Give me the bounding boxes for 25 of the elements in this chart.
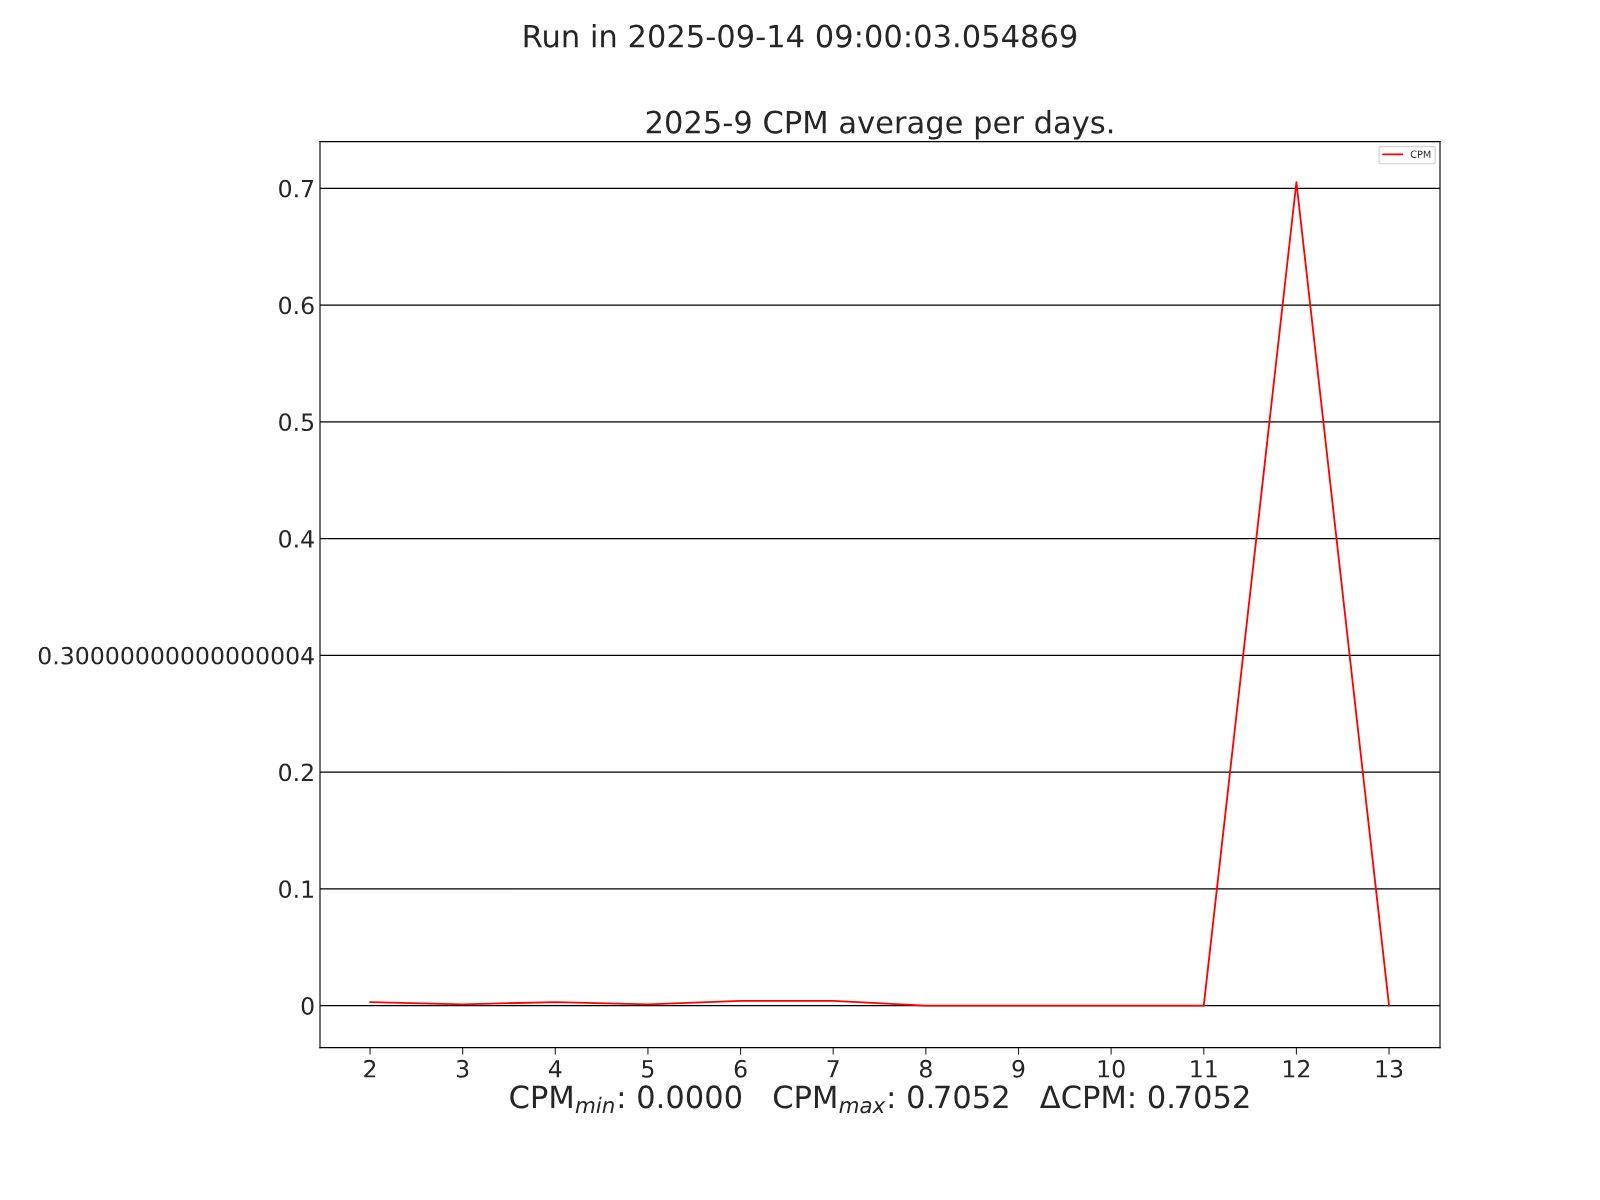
y-tick-label: 0.30000000000000004 — [38, 646, 314, 665]
x-tick-label: 4 — [548, 1060, 562, 1078]
x-axis-title: CPM$_{min}$: 0.0000 CPM$_{max}$: 0.7052 ΔCPM: 0.7052 — [510, 1085, 1249, 1114]
y-tick-label: 0.6 — [279, 296, 314, 315]
y-tick-label: 0.4 — [279, 530, 314, 548]
x-tick-label: 5 — [642, 1060, 654, 1078]
y-tick-label: 0.5 — [279, 413, 314, 432]
legend-label: CPM — [1410, 150, 1431, 158]
chart-subtitle: 2025-9 CPM average per days. — [646, 110, 1113, 140]
x-tick-label: 13 — [1376, 1059, 1403, 1078]
x-tick-label: 3 — [456, 1059, 469, 1078]
y-tick-label: 0.1 — [279, 880, 313, 899]
x-tick-label: 6 — [734, 1059, 747, 1078]
x-tick-label: 12 — [1283, 1059, 1310, 1078]
y-tick-label: 0.7 — [279, 179, 314, 198]
y-tick-label: 0.2 — [279, 763, 313, 782]
x-tick-label: 9 — [1012, 1059, 1025, 1078]
line-series — [369, 181, 1390, 1007]
x-tick-label: 8 — [919, 1059, 932, 1078]
chart-title: Run in 2025-09-14 09:00:03.054869 — [524, 24, 1077, 48]
x-tick-label: 10 — [1098, 1059, 1125, 1078]
x-tick-label: 11 — [1191, 1060, 1217, 1078]
x-tick-label: 7 — [827, 1060, 839, 1078]
y-tick-label: 0 — [301, 997, 314, 1015]
x-tick-label: 2 — [364, 1059, 376, 1078]
